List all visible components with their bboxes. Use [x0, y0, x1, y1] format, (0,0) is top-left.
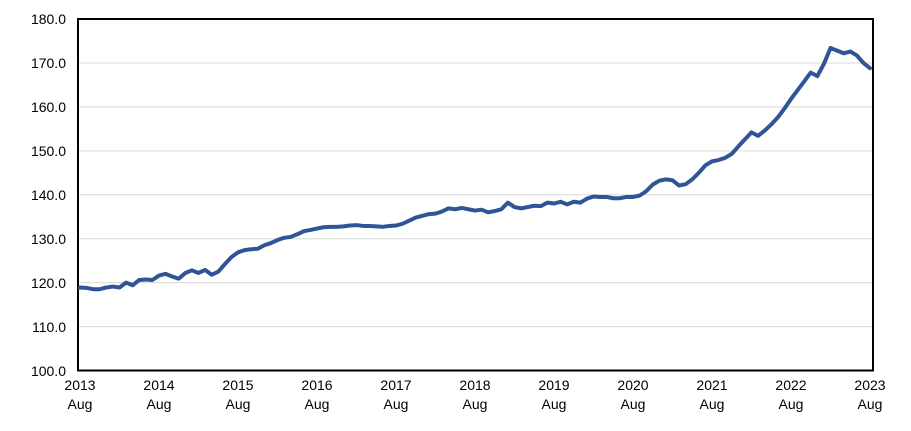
x-tick-year: 2013: [64, 377, 96, 393]
x-axis-tick-label: 2023 Aug: [838, 376, 902, 414]
y-axis-tick-label: 130.0: [30, 230, 66, 247]
x-tick-month: Aug: [620, 396, 646, 412]
x-tick-year: 2014: [143, 377, 175, 393]
x-axis-tick-label: 2019 Aug: [522, 376, 586, 414]
x-tick-month: Aug: [67, 396, 93, 412]
x-tick-year: 2017: [380, 377, 412, 393]
x-tick-month: Aug: [857, 396, 883, 412]
x-tick-year: 2021: [696, 377, 728, 393]
y-axis-tick-label: 150.0: [30, 142, 66, 159]
y-axis-tick-label: 100.0: [30, 362, 66, 379]
y-axis-tick-label: 140.0: [30, 186, 66, 203]
plot-border: [77, 18, 874, 372]
x-axis-tick-label: 2013 Aug: [48, 376, 112, 414]
x-axis-tick-label: 2018 Aug: [443, 376, 507, 414]
data-line: [78, 46, 872, 292]
x-axis-tick-label: 2017 Aug: [364, 376, 428, 414]
y-axis-tick-label: 180.0: [30, 11, 66, 27]
x-axis-tick-label: 2022 Aug: [759, 376, 823, 414]
x-tick-month: Aug: [462, 396, 488, 412]
x-tick-year: 2019: [538, 377, 570, 393]
x-tick-month: Aug: [146, 396, 172, 412]
y-axis-tick-label: 120.0: [30, 274, 66, 291]
x-axis-tick-label: 2015 Aug: [206, 376, 270, 414]
x-tick-year: 2023: [854, 377, 886, 393]
x-tick-year: 2022: [775, 377, 807, 393]
y-axis-tick-label: 160.0: [30, 98, 66, 115]
gridlines: [79, 62, 872, 328]
y-axis-tick-label: 110.0: [32, 318, 66, 335]
x-tick-month: Aug: [699, 396, 725, 412]
x-tick-month: Aug: [304, 396, 330, 412]
x-axis-tick-label: 2020 Aug: [601, 376, 665, 414]
x-tick-month: Aug: [541, 396, 567, 412]
x-tick-year: 2020: [617, 377, 649, 393]
x-tick-year: 2016: [301, 377, 333, 393]
x-tick-year: 2015: [222, 377, 254, 393]
x-tick-year: 2018: [459, 377, 491, 393]
x-tick-month: Aug: [383, 396, 409, 412]
x-axis-tick-label: 2016 Aug: [285, 376, 349, 414]
x-axis-tick-label: 2021 Aug: [680, 376, 744, 414]
y-axis-tick-label: 170.0: [30, 54, 66, 71]
x-tick-month: Aug: [225, 396, 251, 412]
x-tick-month: Aug: [778, 396, 804, 412]
x-axis-tick-label: 2014 Aug: [127, 376, 191, 414]
